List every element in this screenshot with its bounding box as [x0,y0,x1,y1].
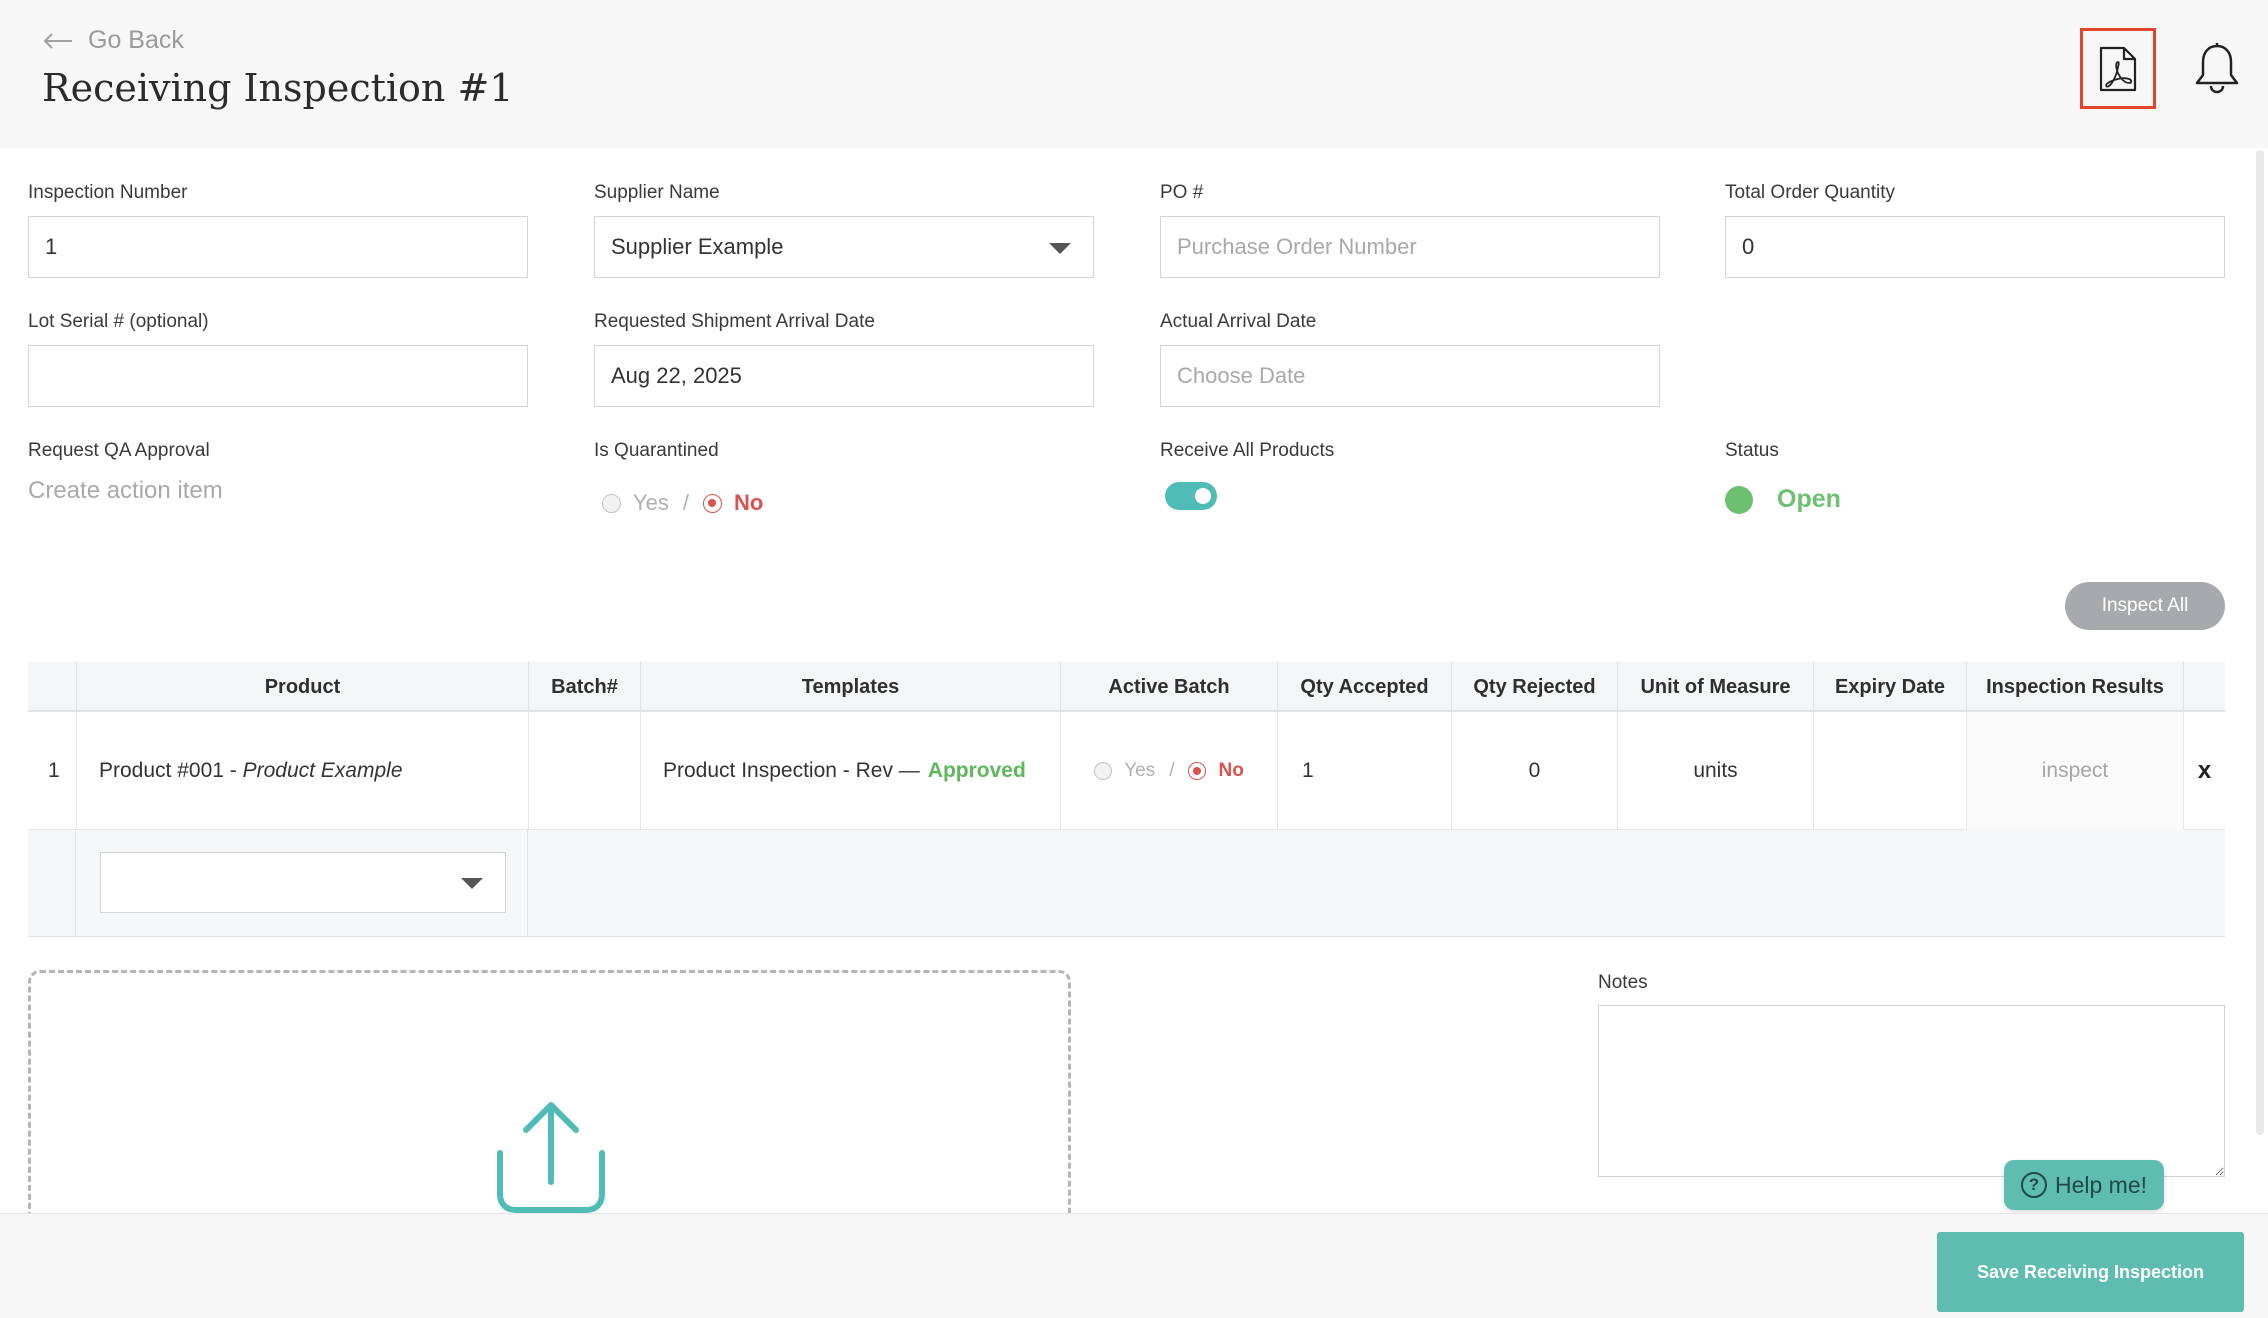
radio-separator: / [1169,760,1175,781]
actual-arrival-date-input[interactable]: Choose Date [1160,345,1660,407]
active-batch-no-label[interactable]: No [1218,760,1244,781]
po-label: PO # [1160,182,1204,203]
template-name: Product Inspection - Rev — [663,759,920,782]
supplier-name-label: Supplier Name [594,182,720,203]
row-index: 1 [48,759,60,782]
row-batch[interactable] [528,712,640,830]
file-upload-dropzone[interactable] [28,970,1071,1230]
row-product: Product #001 - Product Example [76,712,528,830]
go-back-link[interactable]: Go Back [42,26,184,55]
column-header-product: Product [76,662,528,712]
table-row: 1 Product #001 - Product Example Product… [28,712,2225,830]
status-indicator-dot [1725,486,1753,514]
active-batch-yes-radio[interactable] [1094,762,1113,780]
arrow-left-icon [43,32,72,49]
radio-separator: / [682,490,690,515]
remove-row-icon[interactable]: x [2197,757,2212,784]
export-pdf-button[interactable] [2080,28,2156,109]
inspect-all-button[interactable]: Inspect All [2065,582,2225,630]
notifications-bell-icon[interactable] [2193,42,2241,94]
help-me-label: Help me! [2054,1171,2148,1198]
total-order-quantity-label: Total Order Quantity [1725,182,1896,203]
column-header-active-batch: Active Batch [1060,662,1277,712]
requested-arrival-date-input[interactable]: Aug 22, 2025 [594,345,1094,407]
chevron-down-icon [461,878,483,889]
help-question-icon: ? [2020,1172,2047,1198]
notes-label: Notes [1598,972,1648,993]
products-table: Product Batch# Templates Active Batch Qt… [28,662,2225,937]
upload-icon [497,1102,605,1213]
page-title: Receiving Inspection #1 [42,66,514,110]
active-batch-no-radio[interactable] [1188,762,1207,780]
product-code: Product #001 - [99,759,243,782]
row-inspect-link[interactable]: inspect [1966,712,2183,830]
add-row-product-cell [76,830,528,937]
inspection-number-input[interactable]: 1 [28,216,528,278]
template-approved-badge: Approved [927,759,1026,782]
save-receiving-inspection-button[interactable]: Save Receiving Inspection [1937,1232,2244,1312]
quarantined-no-label[interactable]: No [734,490,764,515]
column-header-inspection-results: Inspection Results [1966,662,2183,712]
product-name: Product Example [242,759,403,782]
row-template: Product Inspection - Rev — Approved [640,712,1060,830]
create-action-item-link[interactable]: Create action item [28,477,223,504]
row-qty-rejected[interactable]: 0 [1451,712,1617,830]
requested-arrival-label: Requested Shipment Arrival Date [594,311,875,332]
chevron-down-icon [1049,243,1071,254]
help-me-button[interactable]: ? Help me! [2004,1160,2164,1210]
receive-all-toggle[interactable] [1165,482,1217,510]
total-order-quantity-input[interactable]: 0 [1725,216,2225,278]
lot-serial-input[interactable] [28,345,528,407]
inspection-number-label: Inspection Number [28,182,188,203]
request-qa-label: Request QA Approval [28,440,210,461]
supplier-name-value: Supplier Example [611,234,784,259]
supplier-name-select[interactable]: Supplier Example [594,216,1094,278]
go-back-label: Go Back [88,26,184,54]
column-header-expiry-date: Expiry Date [1813,662,1966,712]
page-scrollbar[interactable] [2256,150,2264,1135]
column-header-batch: Batch# [528,662,640,712]
status-value: Open [1777,485,1841,513]
quarantined-no-radio[interactable] [703,493,723,513]
status-label: Status [1725,440,1779,461]
row-expiry-date[interactable] [1813,712,1966,830]
quarantined-yes-label[interactable]: Yes [633,490,669,515]
lot-serial-label: Lot Serial # (optional) [28,311,209,332]
add-row-index [28,830,76,937]
row-unit-of-measure: units [1617,712,1813,830]
page-header: Go Back Receiving Inspection #1 [0,0,2268,148]
is-quarantined-label: Is Quarantined [594,440,719,461]
column-header-actions [2183,662,2225,712]
actual-arrival-label: Actual Arrival Date [1160,311,1317,332]
active-batch-yes-label[interactable]: Yes [1124,760,1156,781]
add-product-select[interactable] [100,852,506,913]
add-product-row [28,830,2225,937]
notes-textarea[interactable] [1598,1005,2225,1177]
column-header-index [28,662,76,712]
page-footer: Save Receiving Inspection [0,1213,2268,1318]
pdf-file-icon [2099,46,2137,91]
column-header-templates: Templates [640,662,1060,712]
inspection-form: Inspection Number 1 Supplier Name Suppli… [0,148,2268,1230]
row-qty-accepted[interactable]: 1 [1277,712,1451,830]
column-header-qty-accepted: Qty Accepted [1277,662,1451,712]
receive-all-label: Receive All Products [1160,440,1335,461]
row-active-batch: Yes / No [1060,712,1277,830]
row-remove: x [2183,712,2225,830]
quarantined-yes-radio[interactable] [602,493,621,513]
column-header-unit-of-measure: Unit of Measure [1617,662,1813,712]
table-header: Product Batch# Templates Active Batch Qt… [28,662,2225,712]
column-header-qty-rejected: Qty Rejected [1451,662,1617,712]
po-number-input[interactable]: Purchase Order Number [1160,216,1660,278]
is-quarantined-radio-group: Yes / No [602,490,763,516]
